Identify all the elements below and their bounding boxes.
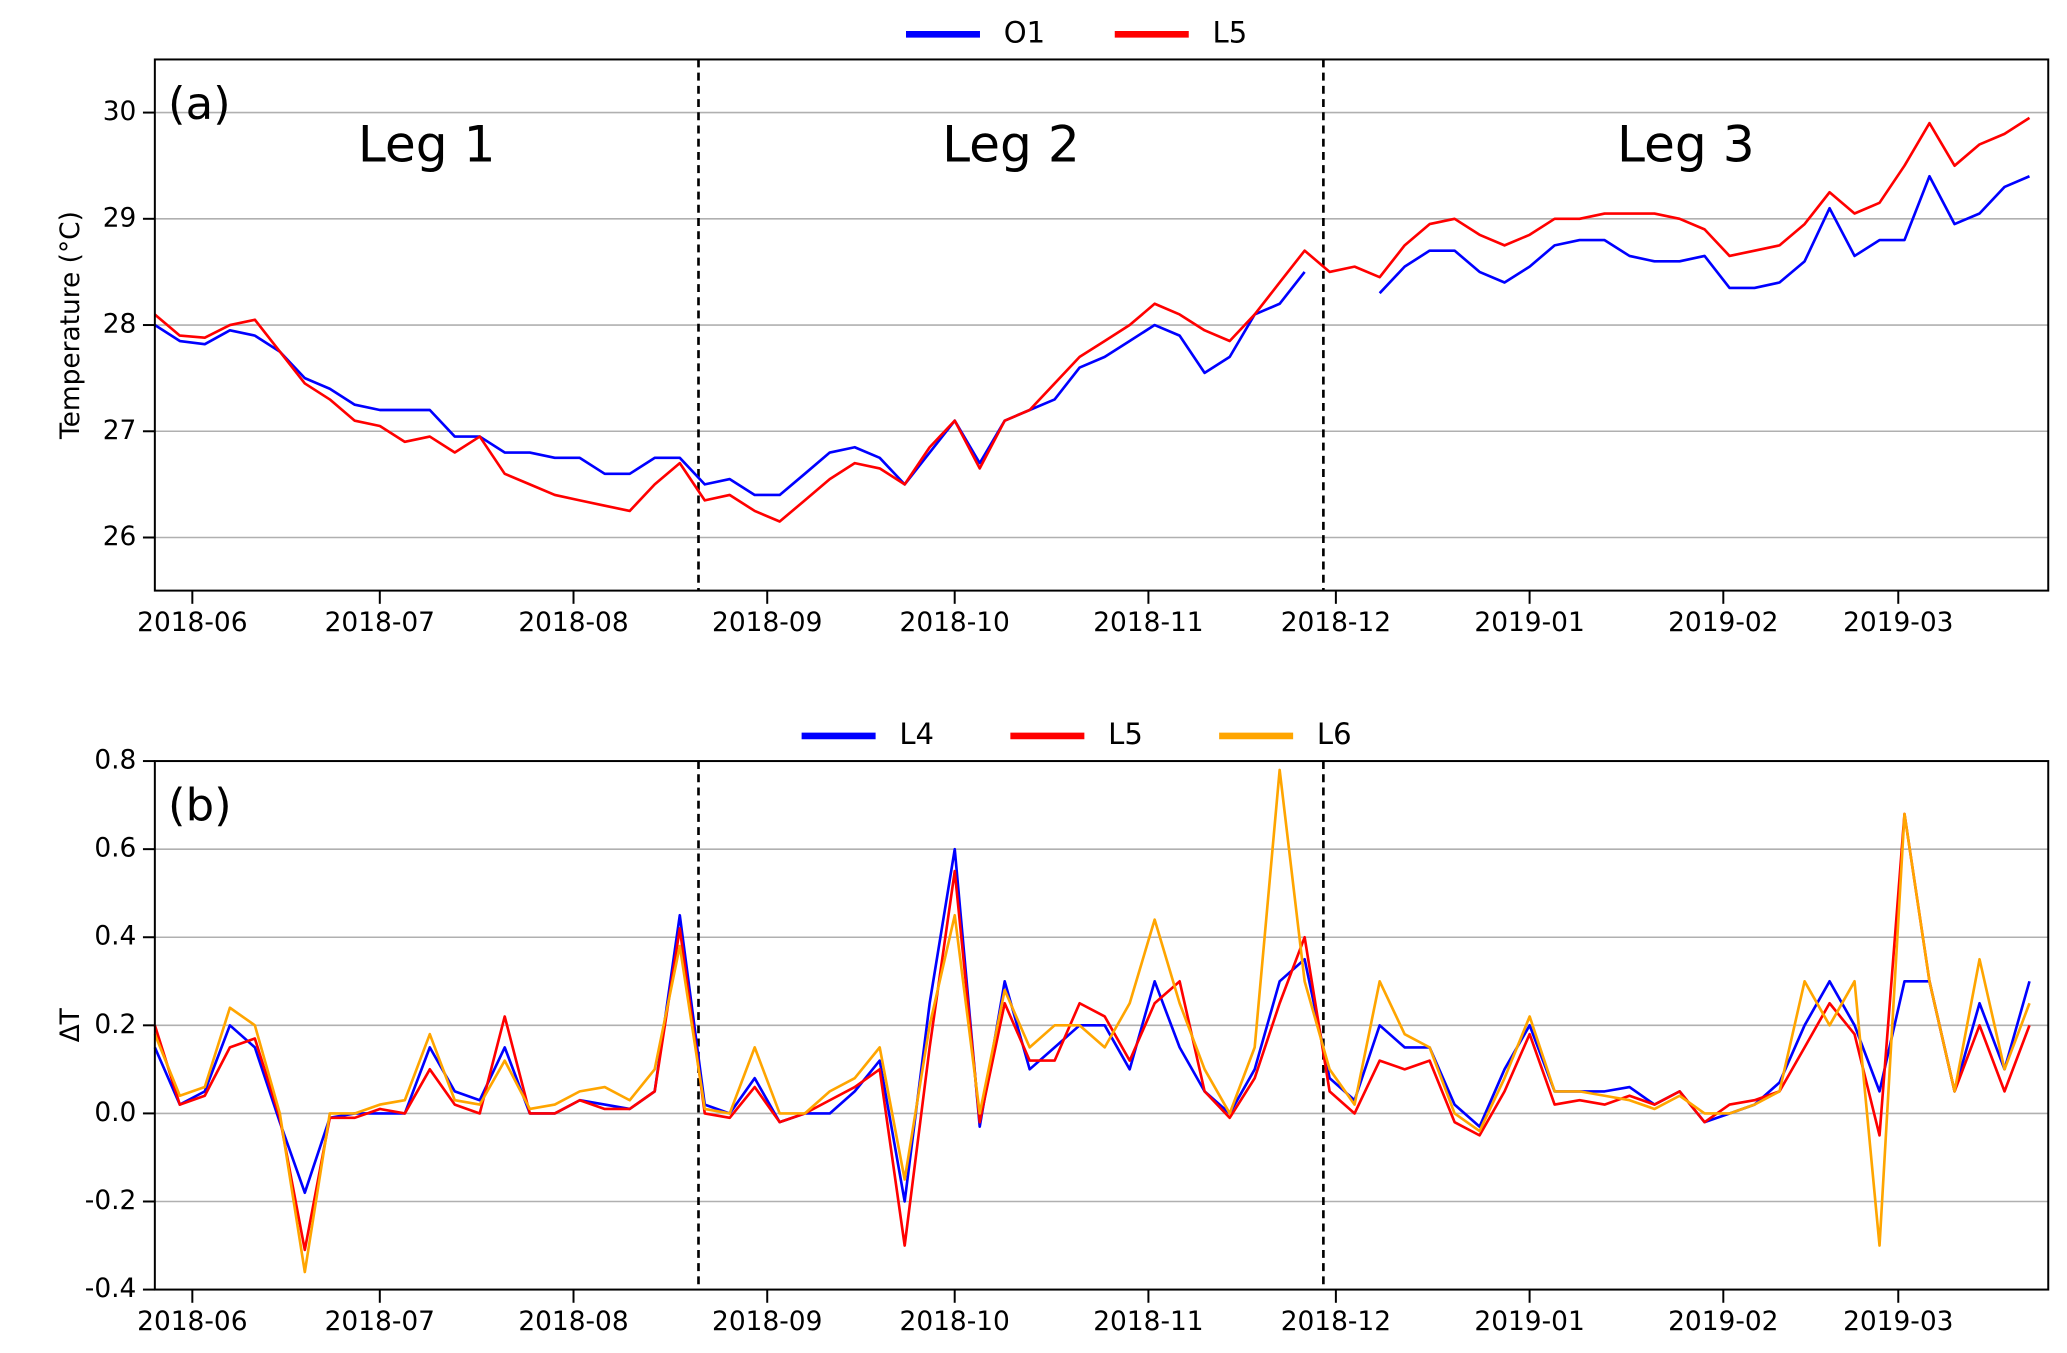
y-tick-label: -0.2 (85, 1185, 137, 1216)
y-axis-label: Temperature (°C) (55, 211, 86, 440)
x-tick-label: 2018-06 (137, 1306, 247, 1337)
x-tick-label: 2018-11 (1093, 1306, 1203, 1337)
legend-label: O1 (1004, 15, 1045, 49)
y-tick-label: 28 (103, 309, 137, 340)
x-tick-label: 2018-09 (712, 1306, 822, 1337)
y-tick-label: 29 (103, 202, 137, 233)
y-tick-label: 0.8 (94, 745, 136, 776)
x-tick-label: 2018-10 (900, 607, 1010, 638)
x-tick-label: 2018-11 (1093, 607, 1203, 638)
panel-label: (b) (168, 779, 232, 832)
y-tick-label: 0.0 (94, 1097, 136, 1128)
x-tick-label: 2018-06 (137, 607, 247, 638)
x-tick-label: 2019-02 (1668, 1306, 1778, 1337)
y-axis-label: ΔT (55, 1007, 86, 1042)
y-tick-label: 0.2 (94, 1009, 136, 1040)
x-tick-label: 2018-08 (518, 607, 628, 638)
legend-label: L4 (899, 717, 934, 751)
x-tick-label: 2019-02 (1668, 607, 1778, 638)
legend-label: L5 (1108, 717, 1143, 751)
data-line (153, 847, 2031, 1203)
leg-label: Leg 2 (942, 114, 1080, 173)
y-tick-label: -0.4 (85, 1273, 137, 1304)
y-tick-label: 26 (103, 521, 137, 552)
data-line (153, 116, 2031, 523)
plot-frame (153, 58, 2050, 592)
data-line (154, 174, 2031, 497)
panel-label: (a) (168, 77, 231, 130)
y-tick-label: 0.4 (94, 921, 136, 952)
y-tick-label: 0.6 (94, 833, 136, 864)
x-tick-label: 2018-07 (325, 1306, 435, 1337)
x-tick-label: 2018-10 (900, 1306, 1010, 1337)
data-line (153, 768, 2031, 1274)
x-tick-label: 2018-09 (712, 607, 822, 638)
x-tick-label: 2018-12 (1281, 607, 1391, 638)
legend-label: L6 (1317, 717, 1352, 751)
y-tick-label: 30 (103, 96, 137, 127)
x-tick-label: 2018-12 (1281, 1306, 1391, 1337)
plot-frame (153, 760, 2050, 1291)
data-line (153, 812, 2031, 1252)
x-tick-label: 2018-08 (518, 1306, 628, 1337)
y-tick-label: 27 (103, 415, 137, 446)
x-tick-label: 2019-03 (1843, 1306, 1953, 1337)
x-tick-label: 2019-03 (1843, 607, 1953, 638)
leg-label: Leg 3 (1617, 114, 1755, 173)
leg-label: Leg 1 (358, 114, 496, 173)
x-tick-label: 2019-01 (1474, 607, 1584, 638)
x-tick-label: 2018-07 (325, 607, 435, 638)
x-tick-label: 2019-01 (1474, 1306, 1584, 1337)
legend-label: L5 (1213, 15, 1248, 49)
